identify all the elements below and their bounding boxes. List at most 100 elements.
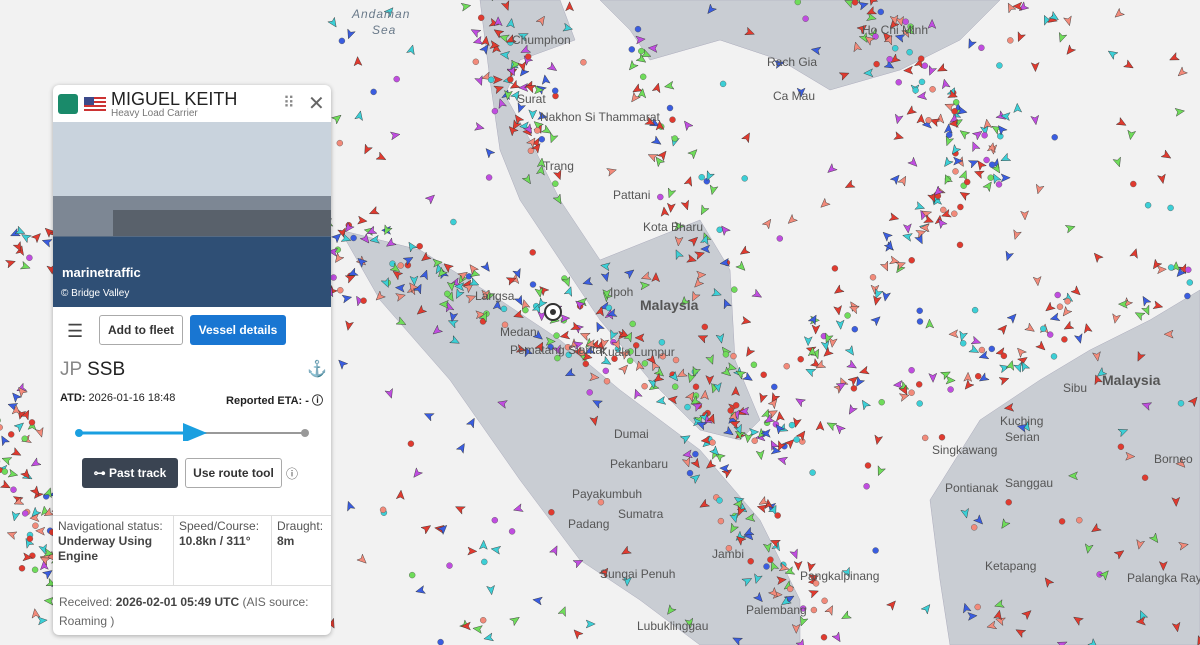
vessel-marker[interactable] [520, 299, 531, 310]
vessel-marker[interactable] [735, 505, 747, 517]
vessel-marker[interactable] [1050, 353, 1058, 360]
vessel-marker[interactable] [1117, 443, 1125, 450]
vessel-marker[interactable] [912, 87, 919, 94]
vessel-marker[interactable] [29, 506, 42, 519]
vessel-marker[interactable] [751, 288, 764, 300]
vessel-marker[interactable] [744, 513, 756, 523]
vessel-marker[interactable] [690, 457, 703, 470]
vessel-marker[interactable] [810, 45, 822, 56]
vessel-marker[interactable] [872, 547, 879, 554]
vessel-marker[interactable] [1167, 204, 1174, 212]
vessel-marker[interactable] [722, 351, 730, 358]
drag-handle[interactable]: ⠿ [283, 95, 295, 112]
vessel-marker[interactable] [380, 277, 392, 289]
vessel-marker[interactable] [450, 218, 457, 226]
vessel-marker[interactable] [638, 47, 645, 55]
vessel-marker[interactable] [1133, 309, 1146, 321]
vessel-marker[interactable] [807, 346, 817, 357]
vessel-marker[interactable] [1064, 298, 1071, 305]
vessel-marker[interactable] [481, 289, 491, 300]
vessel-marker[interactable] [809, 358, 822, 371]
vessel-marker[interactable] [469, 268, 481, 279]
vessel-marker[interactable] [582, 360, 589, 368]
vessel-marker[interactable] [879, 260, 891, 272]
vessel-marker[interactable] [698, 173, 705, 181]
vessel-marker[interactable] [903, 65, 914, 75]
vessel-marker[interactable] [731, 386, 740, 397]
vessel-marker[interactable] [460, 2, 472, 12]
vessel-marker[interactable] [761, 217, 774, 230]
vessel-marker[interactable] [602, 288, 612, 299]
vessel-marker[interactable] [1148, 532, 1161, 545]
vessel-marker[interactable] [888, 53, 902, 66]
vessel-marker[interactable] [712, 382, 722, 393]
vessel-marker[interactable] [824, 604, 836, 616]
vessel-marker[interactable] [545, 336, 556, 346]
vessel-marker[interactable] [557, 605, 569, 618]
vessel-marker[interactable] [375, 151, 388, 163]
vessel-marker[interactable] [892, 380, 904, 389]
vessel-marker[interactable] [589, 415, 600, 427]
vessel-marker[interactable] [916, 381, 923, 388]
vessel-marker[interactable] [1076, 517, 1083, 524]
vessel-marker[interactable] [872, 33, 879, 40]
vessel-marker[interactable] [394, 283, 406, 293]
vessel-marker[interactable] [1046, 331, 1054, 338]
vessel-marker[interactable] [971, 128, 984, 141]
vessel-marker[interactable] [918, 78, 926, 86]
vessel-marker[interactable] [43, 548, 54, 559]
vessel-marker[interactable] [1005, 359, 1016, 371]
vessel-marker[interactable] [873, 434, 884, 446]
vessel-marker[interactable] [971, 524, 978, 531]
vessel-marker[interactable] [546, 61, 559, 74]
vessel-marker[interactable] [686, 469, 694, 477]
vessel-marker[interactable] [1135, 539, 1146, 550]
vessel-marker[interactable] [684, 403, 691, 411]
vessel-marker[interactable] [833, 305, 843, 316]
vessel-marker[interactable] [6, 529, 18, 541]
vessel-marker[interactable] [734, 368, 747, 380]
vessel-marker[interactable] [730, 352, 737, 360]
vessel-marker[interactable] [828, 337, 838, 348]
vessel-marker[interactable] [667, 395, 678, 405]
vessel-marker[interactable] [857, 0, 869, 11]
vessel-marker[interactable] [870, 314, 883, 327]
vessel-marker[interactable] [384, 387, 395, 399]
vessel-marker[interactable] [898, 384, 910, 397]
vessel-marker[interactable] [572, 557, 585, 569]
vessel-marker[interactable] [659, 353, 666, 360]
vessel-marker[interactable] [878, 399, 885, 406]
vessel-marker[interactable] [1122, 59, 1136, 71]
vessel-marker[interactable] [381, 224, 393, 237]
vessel-marker[interactable] [340, 233, 352, 244]
vessel-marker[interactable] [995, 123, 1008, 136]
vessel-marker[interactable] [918, 55, 925, 62]
vessel-marker[interactable] [958, 127, 971, 140]
vessel-marker[interactable] [525, 53, 532, 60]
past-track-button[interactable]: ⊶ Past track [82, 458, 178, 488]
vessel-marker[interactable] [916, 307, 923, 314]
vessel-marker[interactable] [436, 522, 450, 536]
vessel-marker[interactable] [631, 83, 644, 95]
vessel-marker[interactable] [472, 624, 483, 634]
vessel-marker[interactable] [510, 89, 523, 102]
vessel-marker[interactable] [419, 251, 432, 264]
vessel-marker[interactable] [1019, 360, 1031, 373]
vessel-marker[interactable] [1071, 614, 1084, 626]
vessel-marker[interactable] [690, 365, 701, 377]
vessel-marker[interactable] [0, 479, 12, 491]
vessel-marker[interactable] [611, 338, 623, 351]
vessel-marker[interactable] [987, 174, 994, 181]
vessel-marker[interactable] [1030, 114, 1040, 126]
vessel-marker[interactable] [547, 343, 554, 351]
vessel-marker[interactable] [336, 139, 343, 147]
vessel-marker[interactable] [1068, 471, 1078, 481]
vessel-marker[interactable] [881, 291, 892, 302]
vessel-marker[interactable] [981, 132, 988, 139]
vessel-marker[interactable] [1014, 345, 1028, 359]
vessel-marker[interactable] [697, 332, 709, 344]
vessel-marker[interactable] [500, 0, 512, 12]
vessel-marker[interactable] [497, 398, 508, 409]
vessel-marker[interactable] [1011, 229, 1022, 241]
vessel-marker[interactable] [956, 105, 968, 116]
